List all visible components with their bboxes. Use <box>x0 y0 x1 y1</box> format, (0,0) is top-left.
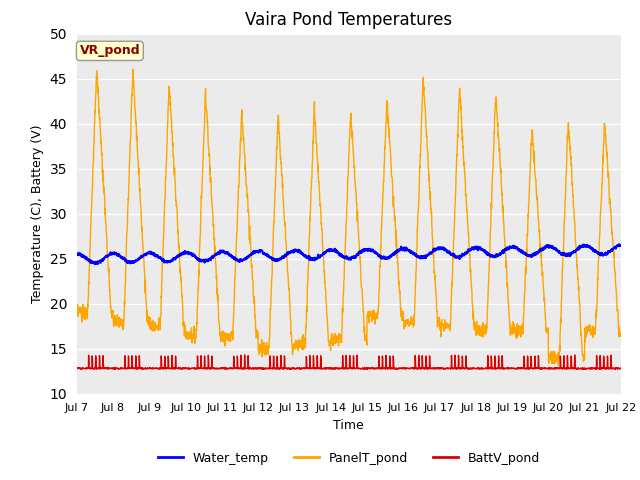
Y-axis label: Temperature (C), Battery (V): Temperature (C), Battery (V) <box>31 124 44 303</box>
Legend: Water_temp, PanelT_pond, BattV_pond: Water_temp, PanelT_pond, BattV_pond <box>152 447 545 469</box>
X-axis label: Time: Time <box>333 419 364 432</box>
Text: VR_pond: VR_pond <box>79 44 140 58</box>
Title: Vaira Pond Temperatures: Vaira Pond Temperatures <box>245 11 452 29</box>
